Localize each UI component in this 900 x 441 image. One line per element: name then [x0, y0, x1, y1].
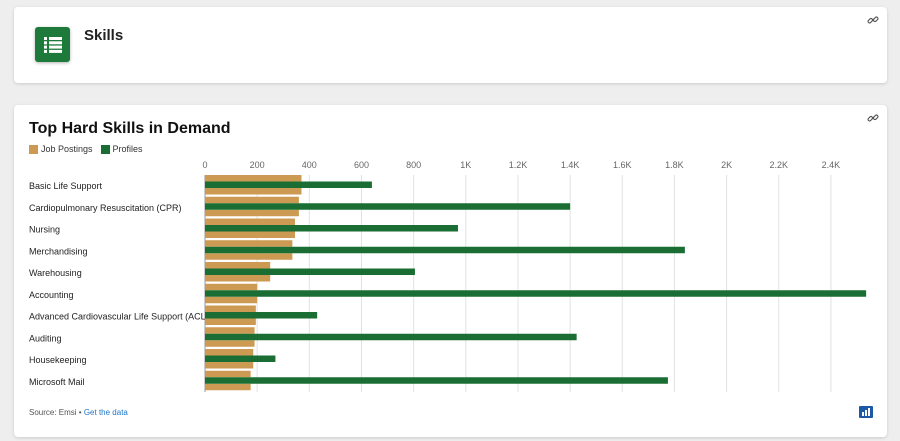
bar-profiles	[205, 225, 458, 232]
bar-job-postings	[205, 218, 295, 225]
x-tick-label: 1.2K	[509, 160, 528, 170]
chart-footer: Source: Emsi • Get the data	[29, 408, 128, 417]
category-label: Nursing	[29, 225, 60, 235]
bar-job-postings	[205, 340, 255, 347]
category-label: Advanced Cardiovascular Life Support (AC…	[29, 312, 215, 322]
link-icon[interactable]	[867, 14, 879, 26]
bar-job-postings	[205, 275, 271, 282]
x-tick-label: 1.6K	[613, 160, 632, 170]
bar-job-postings	[205, 318, 256, 325]
section-title: Skills	[84, 27, 124, 44]
legend-item-job-postings[interactable]: Job Postings	[29, 144, 93, 154]
bar-job-postings	[205, 362, 254, 369]
footer-separator: •	[76, 408, 84, 417]
chart-export-icon[interactable]	[859, 406, 873, 418]
category-label: Cardiopulmonary Resuscitation (CPR)	[29, 203, 182, 213]
legend-swatch-job-postings	[29, 144, 38, 154]
x-tick-label: 1K	[460, 160, 471, 170]
bar-profiles	[205, 203, 571, 210]
bar-job-postings	[205, 209, 299, 217]
x-tick-label: 1.4K	[561, 160, 580, 170]
x-tick-label: 2K	[721, 160, 732, 170]
bar-job-postings	[205, 305, 256, 312]
bar-profiles	[205, 246, 685, 254]
bar-job-postings	[205, 383, 251, 391]
x-tick-label: 800	[406, 160, 421, 170]
bar-profiles	[205, 181, 372, 188]
bar-job-postings	[205, 175, 302, 182]
list-icon	[35, 27, 70, 62]
bar-profiles	[205, 333, 577, 341]
bar-job-postings	[205, 296, 258, 304]
bar-job-postings	[205, 349, 254, 356]
get-the-data-link[interactable]: Get the data	[83, 408, 128, 417]
bar-job-postings	[205, 188, 302, 195]
x-tick-label: 600	[354, 160, 369, 170]
skills-header-card: Skills	[14, 7, 887, 83]
bar-job-postings	[205, 283, 258, 291]
chart-title: Top Hard Skills in Demand	[29, 120, 231, 137]
bar-job-postings	[205, 231, 295, 238]
x-tick-label: 400	[302, 160, 317, 170]
legend-label-profiles: Profiles	[112, 144, 143, 154]
bar-job-postings	[205, 370, 251, 378]
legend-label-job-postings: Job Postings	[41, 144, 93, 154]
category-label: Merchandising	[29, 246, 88, 256]
bar-profiles	[205, 268, 415, 275]
x-tick-label: 1.8K	[665, 160, 684, 170]
category-label: Accounting	[29, 290, 74, 300]
x-tick-label: 2.2K	[770, 160, 789, 170]
link-icon[interactable]	[867, 112, 879, 124]
chart-legend: Job Postings Profiles	[29, 144, 151, 154]
bar-profiles	[205, 355, 276, 362]
source-text: Source: Emsi	[29, 408, 77, 417]
x-tick-label: 200	[250, 160, 265, 170]
x-tick-label: 0	[202, 160, 207, 170]
category-label: Warehousing	[29, 268, 82, 278]
category-label: Microsoft Mail	[29, 377, 85, 387]
bar-profiles	[205, 290, 867, 297]
bar-job-postings	[205, 262, 271, 269]
bar-profiles	[205, 312, 318, 319]
bar-profiles	[205, 377, 668, 384]
bar-job-postings	[205, 240, 293, 247]
legend-item-profiles[interactable]: Profiles	[100, 144, 143, 154]
category-label: Auditing	[29, 333, 62, 343]
legend-swatch-profiles	[100, 144, 110, 154]
bar-job-postings	[205, 196, 299, 204]
x-tick-label: 2.4K	[822, 160, 841, 170]
category-label: Basic Life Support	[29, 181, 103, 191]
chart-card: 0 200 400 600 800 1K 1.2K 1.4K 1.6K 1.8K 2K 2.2K 2.4…	[14, 105, 887, 437]
bar-chart: 0 200 400 600 800 1K 1.2K 1.4K 1.6K 1.8K 2K 2.2K 2.4…	[29, 160, 867, 392]
bar-job-postings	[205, 253, 293, 260]
category-label: Housekeeping	[29, 355, 87, 365]
bar-job-postings	[205, 327, 255, 334]
